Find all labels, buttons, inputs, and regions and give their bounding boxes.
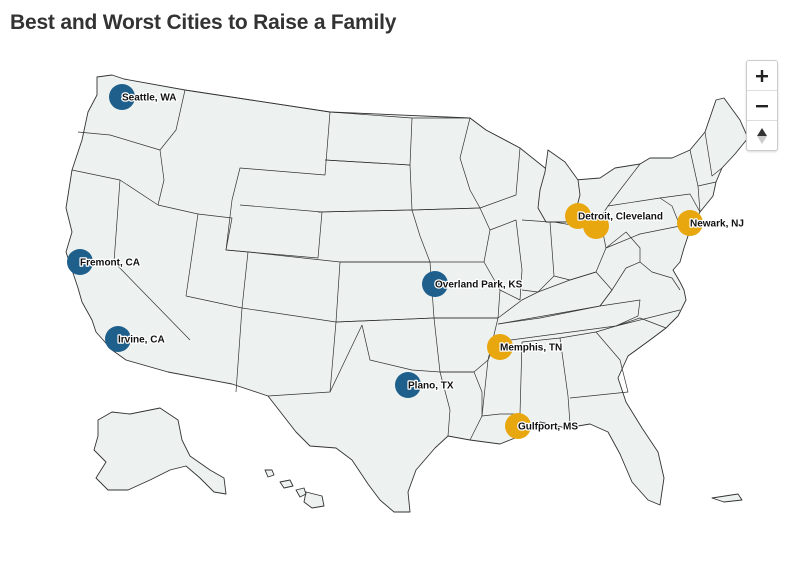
city-marker[interactable] (505, 413, 531, 439)
city-label: Newark, NJ (690, 219, 744, 230)
city-label: Detroit, Cleveland (578, 212, 663, 223)
city-label: Plano, TX (408, 381, 454, 392)
minus-icon (756, 104, 768, 107)
city-marker[interactable] (67, 249, 93, 275)
city-marker[interactable] (422, 271, 448, 297)
city-marker[interactable] (395, 372, 421, 398)
city-fremont-ca[interactable]: Fremont, CA (67, 249, 141, 275)
zoom-controls (746, 60, 778, 151)
city-newark-nj[interactable]: Newark, NJ (677, 210, 745, 236)
zoom-in-button[interactable] (747, 61, 777, 91)
michigan-peninsula-shape (537, 149, 581, 223)
alaska-shape (93, 407, 227, 495)
city-marker[interactable] (583, 213, 609, 239)
zoom-out-button[interactable] (747, 91, 777, 121)
city-irvine-ca[interactable]: Irvine, CA (105, 326, 166, 352)
state-borders (71, 89, 723, 441)
city-marker[interactable] (677, 210, 703, 236)
city-overland-park-ks[interactable]: Overland Park, KS (422, 271, 524, 297)
city-seattle-wa[interactable]: Seattle, WA (109, 84, 178, 110)
city-label: Seattle, WA (122, 93, 176, 104)
city-marker[interactable] (105, 326, 131, 352)
city-memphis-tn[interactable]: Memphis, TN (487, 334, 563, 360)
hawaii-shape (264, 469, 325, 509)
city-label: Memphis, TN (500, 343, 562, 354)
city-detroit-cleveland[interactable]: Detroit, Cleveland (565, 203, 664, 239)
city-label: Fremont, CA (80, 258, 140, 269)
city-label: Gulfport, MS (518, 422, 578, 433)
city-label: Overland Park, KS (435, 280, 523, 291)
city-marker[interactable] (109, 84, 135, 110)
plus-icon (756, 69, 768, 82)
city-gulfport-ms[interactable]: Gulfport, MS (505, 413, 580, 439)
keys-shape (711, 493, 743, 503)
map-title: Best and Worst Cities to Raise a Family (10, 11, 397, 34)
city-label: Irvine, CA (118, 335, 165, 346)
compass-north-icon (757, 127, 767, 144)
city-markers: Seattle, WA Fremont, CA Irvine, CA Overland… (67, 84, 745, 439)
reset-north-button[interactable] (747, 121, 777, 150)
city-plano-tx[interactable]: Plano, TX (395, 372, 455, 398)
city-marker[interactable] (487, 334, 513, 360)
land-layer (65, 74, 749, 513)
